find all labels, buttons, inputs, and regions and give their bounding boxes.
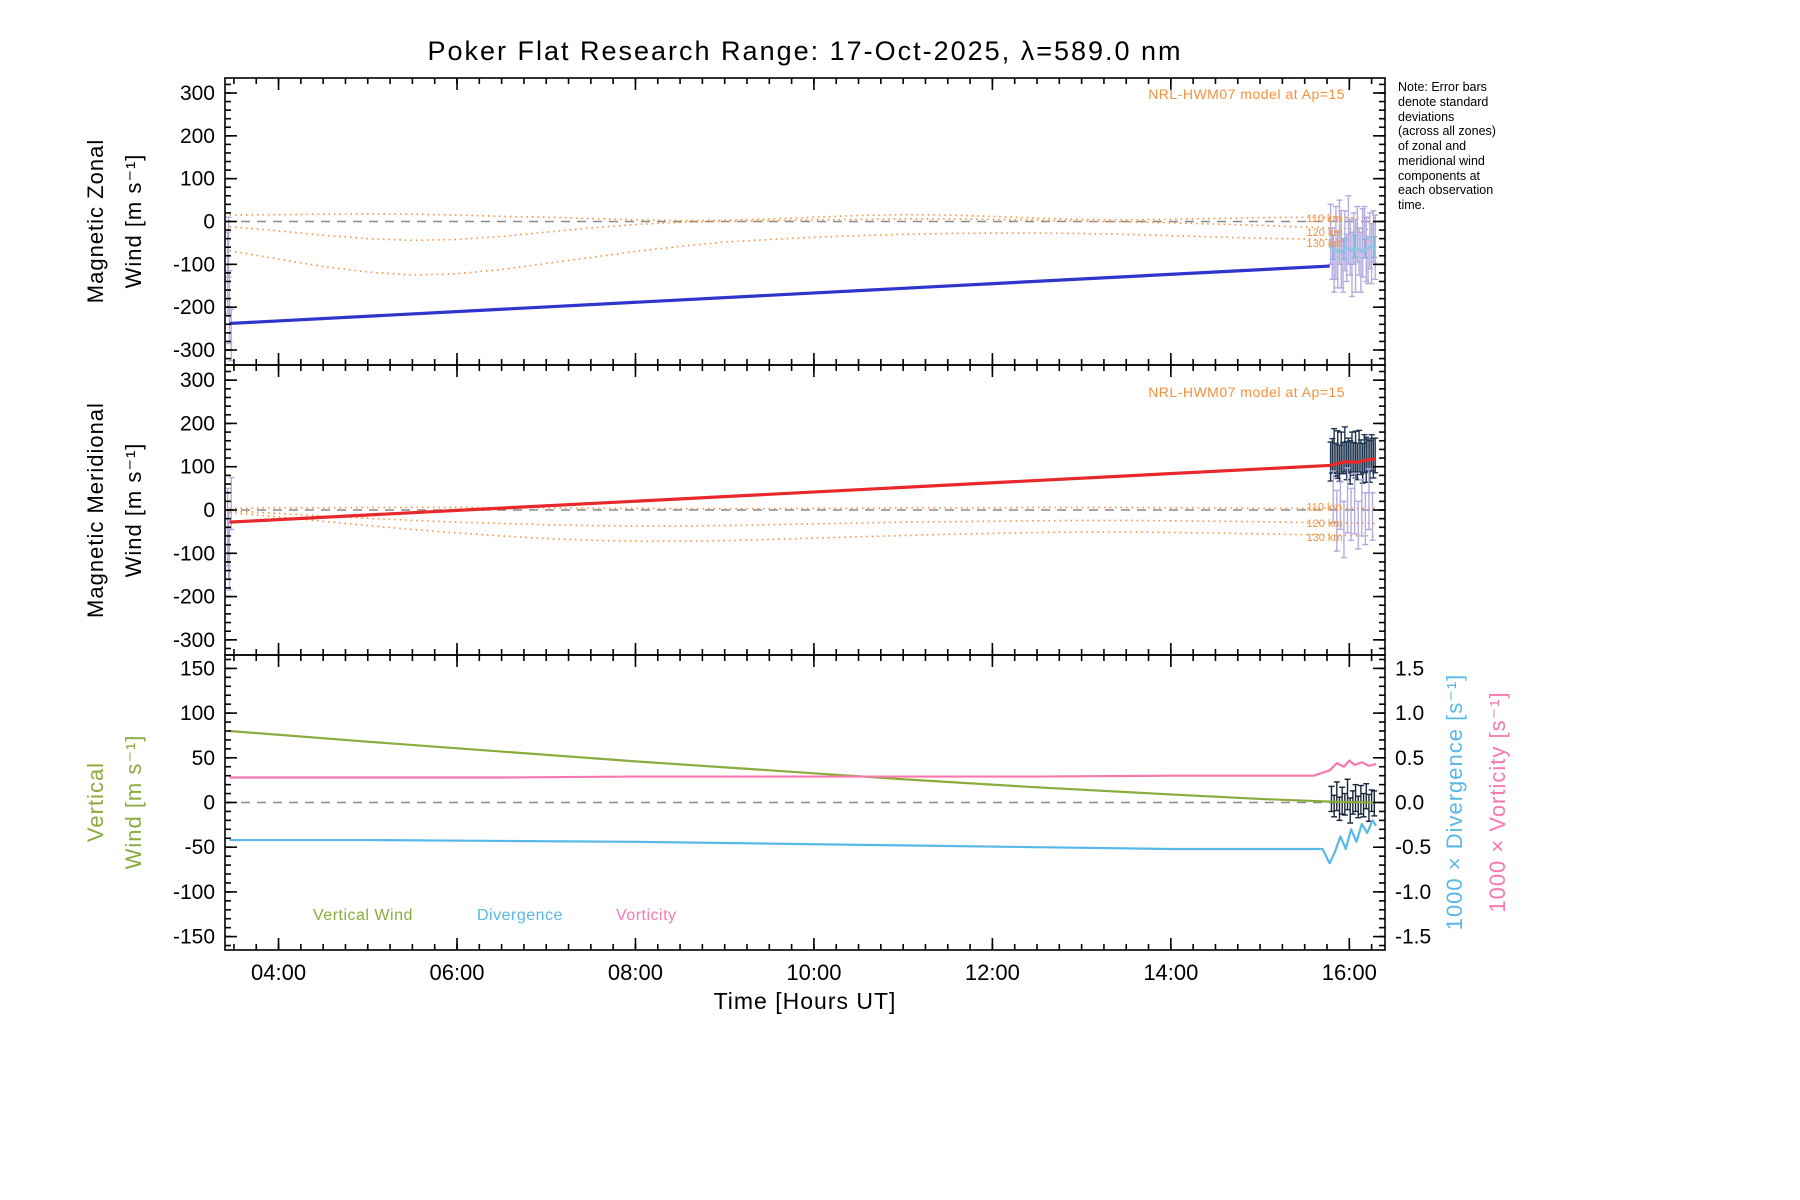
series-vertical-wind — [229, 729, 1377, 804]
right-tick-label: -1.5 — [1395, 926, 1431, 949]
y-tick-label: 300 — [180, 82, 215, 105]
y-tick-label: -200 — [173, 296, 215, 319]
y-tick-label: 0 — [203, 792, 215, 815]
y-tick-label: 100 — [180, 702, 215, 725]
x-axis-label: Time [Hours UT] — [713, 988, 897, 1014]
legend-vorticity: Vorticity — [616, 907, 677, 924]
right-tick-label: 0.5 — [1395, 747, 1424, 770]
y-axis-label-zonal-line2: Wind [m s⁻¹] — [121, 153, 146, 289]
model-curve-HWM07-120km — [229, 218, 1377, 242]
model-curve-HWM07-120km — [229, 510, 1377, 527]
model-annotation-meridional: NRL-HWM07 model at Ap=15 — [1148, 384, 1345, 400]
zonal-errorbars-all-zones — [1327, 195, 1379, 298]
x-tick-label: 12:00 — [965, 960, 1020, 985]
meridional-errorbars-left-edge — [226, 476, 235, 591]
series-divergence-x1000 — [229, 819, 1377, 865]
model-altitude-label: 130 km — [1306, 532, 1342, 544]
right-axis-label-vorticity: 1000 × Vorticity [s⁻¹] — [1485, 691, 1510, 913]
right-tick-label: -0.5 — [1395, 836, 1431, 859]
model-altitude-label: 120 km — [1306, 227, 1342, 239]
chart-title: Poker Flat Research Range: 17-Oct-2025, … — [427, 36, 1183, 66]
vertical-wind-errorbars — [1328, 778, 1378, 824]
y-tick-label: -200 — [173, 586, 215, 609]
series-measured-zonal-wind — [229, 264, 1330, 326]
meridional-errorbars-all-zones — [1330, 467, 1376, 559]
x-tick-label: 10:00 — [786, 960, 841, 985]
y-tick-label: -100 — [173, 253, 215, 276]
model-altitude-label: 110 km — [1306, 502, 1341, 514]
y-tick-label: -100 — [173, 881, 215, 904]
y-tick-label: -50 — [185, 836, 215, 859]
y-tick-label: 0 — [203, 499, 215, 522]
y-tick-label: -300 — [173, 629, 215, 652]
y-tick-label: 200 — [180, 412, 215, 435]
panel-frame-vertical-wind-divergence-vorticity — [224, 654, 1386, 951]
model-altitude-label: 110 km — [1306, 213, 1341, 225]
y-tick-label: 200 — [180, 125, 215, 148]
x-tick-label: 16:00 — [1322, 960, 1377, 985]
y-tick-label: -100 — [173, 542, 215, 565]
panel-vertical-wind-divergence-vorticity — [226, 729, 1384, 865]
model-altitude-label: 120 km — [1306, 518, 1342, 530]
y-tick-label: 0 — [203, 211, 215, 234]
panel-magnetic-meridional-wind: 110 km 120 km 130 km — [226, 426, 1384, 591]
y-tick-label: 100 — [180, 456, 215, 479]
note-text: Note: Error bars denote standard deviati… — [1398, 80, 1496, 212]
y-tick-label: 300 — [180, 369, 215, 392]
model-curve-HWM07-110km — [229, 506, 1377, 510]
model-annotation-zonal: NRL-HWM07 model at Ap=15 — [1148, 86, 1345, 102]
y-axis-label-vertical-line2: Wind [m s⁻¹] — [121, 734, 146, 870]
x-tick-label: 06:00 — [429, 960, 484, 985]
right-axis-label-divergence: 1000 × Divergence [s⁻¹] — [1442, 673, 1467, 931]
x-tick-label: 04:00 — [251, 960, 306, 985]
right-tick-label: 0.0 — [1395, 792, 1424, 815]
model-curve-HWM07-130km — [229, 232, 1377, 276]
y-tick-label: -150 — [173, 926, 215, 949]
y-tick-label: 50 — [192, 747, 215, 770]
x-tick-label: 14:00 — [1143, 960, 1198, 985]
meridional-errorbars-average — [1327, 426, 1379, 485]
series-vorticity-x1000 — [229, 759, 1377, 779]
y-tick-label: 100 — [180, 168, 215, 191]
model-altitude-label: 130 km — [1306, 238, 1342, 250]
y-axis-label-meridional-line1: Magnetic Meridional — [83, 402, 108, 618]
series-measured-meridional-wind — [229, 457, 1377, 524]
y-axis-label-zonal-line1: Magnetic Zonal — [83, 138, 108, 304]
right-tick-label: -1.0 — [1395, 881, 1431, 904]
x-tick-label: 08:00 — [608, 960, 663, 985]
series-zonal-wind-cluster-mean — [1328, 244, 1377, 254]
right-tick-label: 1.5 — [1395, 657, 1424, 680]
y-tick-label: 150 — [180, 657, 215, 680]
y-axis-label-vertical-line1: Vertical — [83, 761, 108, 843]
legend-vertical-wind: Vertical Wind — [313, 907, 413, 924]
right-tick-label: 1.0 — [1395, 702, 1424, 725]
panel-frame-magnetic-zonal-wind — [224, 77, 1386, 366]
y-axis-label-meridional-line2: Wind [m s⁻¹] — [121, 442, 146, 578]
y-tick-label: -300 — [173, 339, 215, 362]
legend-divergence: Divergence — [477, 907, 563, 924]
model-curve-HWM07-130km — [229, 511, 1377, 542]
model-curve-HWM07-110km — [229, 212, 1377, 222]
